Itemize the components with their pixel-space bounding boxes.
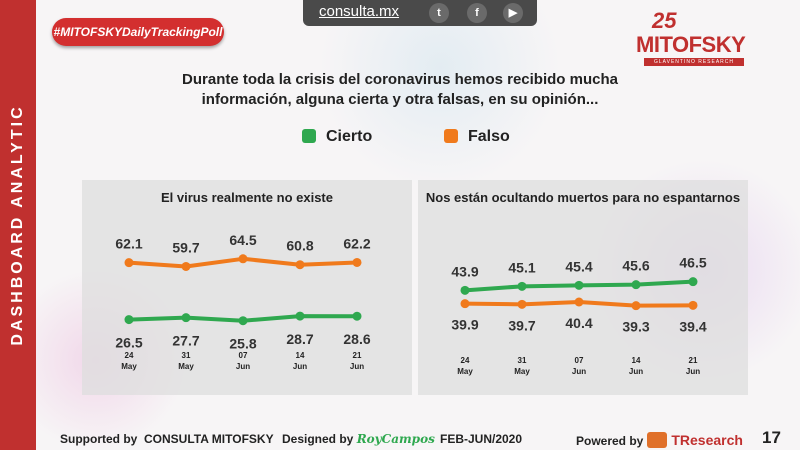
legend-swatch-cierto	[302, 129, 316, 143]
data-point-falso	[295, 260, 305, 270]
data-point-cierto	[238, 316, 248, 326]
facebook-icon[interactable]: f	[467, 3, 487, 23]
data-label-falso: 62.2	[343, 235, 370, 251]
x-tick-month: Jun	[629, 367, 643, 376]
chart-panel-1: El virus realmente no existe 62.1 59.7 64.…	[82, 180, 412, 395]
data-point-falso	[352, 257, 362, 267]
data-point-cierto	[124, 315, 134, 325]
legend-item-cierto: Cierto	[302, 128, 372, 146]
data-label-falso: 39.7	[508, 317, 535, 333]
data-label-cierto: 25.8	[229, 336, 256, 352]
legend-swatch-falso	[444, 129, 458, 143]
chart-title: El virus realmente no existe	[161, 190, 333, 205]
x-tick-day: 14	[296, 351, 305, 360]
x-tick-month: May	[457, 367, 473, 376]
data-point-falso	[460, 299, 470, 309]
site-link[interactable]: consulta.mx	[319, 3, 400, 20]
data-point-falso	[238, 254, 248, 264]
page-number: 17	[762, 428, 781, 447]
footer-designed-label: Designed by	[282, 432, 354, 446]
data-label-cierto: 28.7	[286, 331, 313, 347]
data-point-cierto	[517, 281, 527, 291]
youtube-icon[interactable]: ▶	[503, 3, 523, 23]
x-tick-month: Jun	[350, 362, 364, 371]
chart-panel-2: Nos están ocultando muertos para no espa…	[418, 180, 748, 395]
data-point-cierto	[460, 285, 470, 295]
data-label-cierto: 26.5	[115, 335, 142, 351]
x-tick-month: Jun	[236, 362, 250, 371]
x-tick-day: 24	[461, 356, 470, 365]
data-point-cierto	[295, 311, 305, 321]
data-label-cierto: 46.5	[679, 255, 706, 271]
x-tick-month: Jun	[686, 367, 700, 376]
data-label-falso: 59.7	[172, 239, 199, 255]
data-point-falso	[181, 261, 191, 271]
footer-powered: Powered by TResearch	[576, 432, 743, 448]
mitofsky-logo: 25 MITOFSKY GLAVENTINO RESEARCH	[636, 8, 748, 68]
chart-svg-1: 62.1 59.7 64.5 60.8 62.2 26.5 27.7 25.8 28.7 28.6…	[115, 232, 370, 371]
twitter-icon[interactable]: t	[429, 3, 449, 23]
data-point-cierto	[631, 280, 641, 290]
x-tick-day: 21	[353, 351, 362, 360]
data-label-cierto: 28.6	[343, 331, 370, 347]
footer-powered-name: TResearch	[671, 432, 743, 448]
data-label-falso: 39.4	[679, 318, 706, 334]
sidebar: DASHBOARD ANALYTIC	[0, 0, 36, 450]
logo-number: 25	[652, 8, 677, 33]
x-tick-month: May	[121, 362, 137, 371]
logo-name: MITOFSKY	[636, 32, 746, 57]
data-point-falso	[574, 297, 584, 307]
hashtag-badge[interactable]: #MITOFSKYDailyTrackingPoll	[52, 18, 224, 46]
sidebar-label: DASHBOARD ANALYTIC	[9, 104, 26, 346]
data-label-falso: 39.3	[622, 319, 649, 335]
footer-designed-name: RoyCampos	[356, 432, 435, 446]
logo-tagline: GLAVENTINO RESEARCH	[644, 58, 744, 66]
x-tick-day: 24	[125, 351, 134, 360]
legend-label-cierto: Cierto	[326, 128, 373, 145]
x-tick-month: May	[178, 362, 194, 371]
chart-title: Nos están ocultando muertos para no espa…	[425, 190, 741, 205]
footer-supported: Supported by CONSULTA MITOFSKY	[60, 432, 274, 446]
data-point-cierto	[181, 313, 191, 323]
footer-period: FEB-JUN/2020	[440, 432, 523, 446]
data-label-cierto: 45.6	[622, 258, 649, 274]
x-tick-month: Jun	[572, 367, 586, 376]
data-point-cierto	[574, 280, 584, 290]
footer-supported-name: CONSULTA MITOFSKY	[144, 432, 274, 446]
data-label-falso: 39.9	[451, 317, 478, 333]
footer-powered-label: Powered by	[576, 434, 644, 448]
data-label-falso: 62.1	[115, 236, 142, 252]
data-label-falso: 64.5	[229, 232, 256, 248]
tresearch-logo-icon	[647, 432, 668, 448]
data-point-falso	[631, 301, 641, 311]
x-tick-day: 07	[239, 351, 248, 360]
x-tick-month: May	[514, 367, 530, 376]
data-point-cierto	[352, 311, 362, 321]
chart-svg-2: 43.9 45.1 45.4 45.6 46.5 39.9 39.7 40.4 39.3 39.4…	[451, 255, 706, 376]
x-tick-day: 31	[182, 351, 191, 360]
footer-supported-label: Supported by	[60, 432, 138, 446]
x-tick-day: 14	[632, 356, 641, 365]
data-label-falso: 40.4	[565, 315, 592, 331]
x-tick-day: 21	[689, 356, 698, 365]
data-point-falso	[688, 300, 698, 310]
legend-item-falso: Falso	[444, 128, 510, 146]
x-tick-day: 31	[518, 356, 527, 365]
data-point-falso	[517, 299, 527, 309]
data-point-falso	[124, 258, 134, 268]
data-label-cierto: 45.4	[565, 258, 592, 274]
x-tick-month: Jun	[293, 362, 307, 371]
data-point-cierto	[688, 277, 698, 287]
data-label-cierto: 45.1	[508, 259, 535, 275]
data-label-cierto: 43.9	[451, 263, 478, 279]
legend-label-falso: Falso	[468, 128, 510, 145]
data-label-cierto: 27.7	[172, 333, 199, 349]
data-label-falso: 60.8	[286, 238, 313, 254]
top-bar: consulta.mx t f ▶	[303, 0, 537, 26]
x-tick-day: 07	[575, 356, 584, 365]
footer-designed: Designed by RoyCampos	[282, 432, 435, 446]
question-text: Durante toda la crisis del coronavirus h…	[182, 71, 618, 108]
